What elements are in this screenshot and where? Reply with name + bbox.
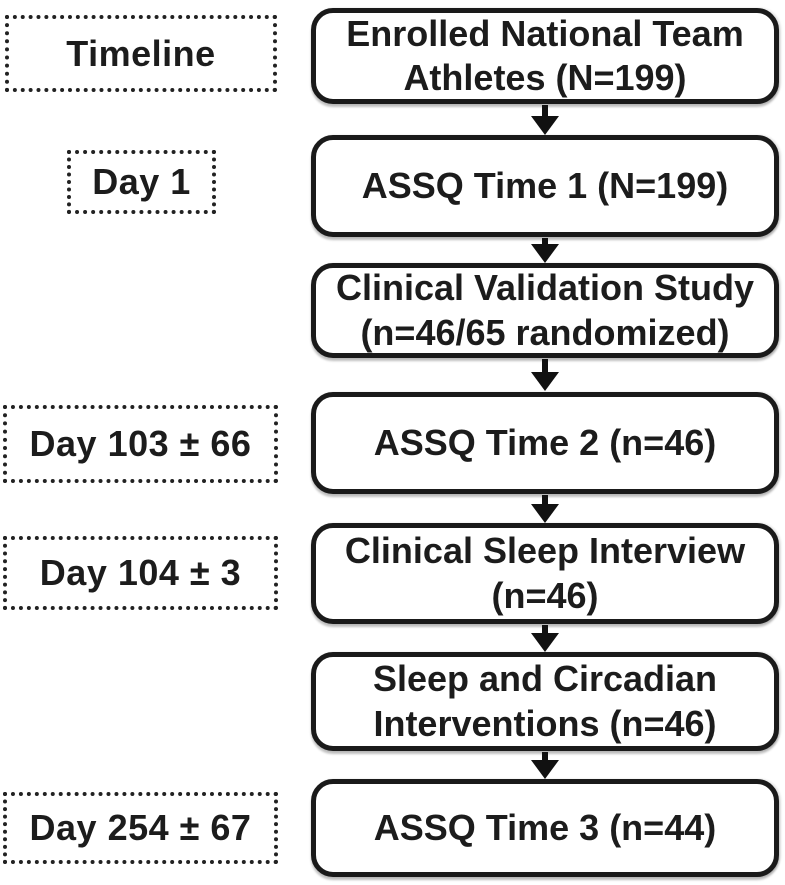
flow-node-enrolled-athletes: Enrolled National Team Athletes (N=199) (311, 8, 779, 104)
down-arrow-icon (531, 238, 559, 263)
timeline-label-day-1: Day 1 (67, 150, 216, 214)
flow-node-text: Sleep and Circadian (372, 658, 718, 700)
timeline-label-timeline: Timeline (5, 15, 277, 92)
down-arrow-icon (531, 495, 559, 523)
timeline-label-day-103: Day 103 ± 66 (3, 405, 278, 483)
flow-node-assq-time-1: ASSQ Time 1 (N=199) (311, 135, 779, 237)
flow-node-text: ASSQ Time 3 (n=44) (373, 806, 717, 848)
flow-node-text: Interventions (n=46) (373, 702, 717, 744)
flow-node-text: Clinical Validation Study (335, 267, 755, 309)
flow-node-text: (n=46/65 randomized) (360, 311, 730, 353)
flow-node-clinical-sleep-interview: Clinical Sleep Interview (n=46) (311, 523, 779, 624)
timeline-label-day-104: Day 104 ± 3 (3, 536, 278, 610)
flow-node-sleep-circadian-interventions: Sleep and Circadian Interventions (n=46) (311, 652, 779, 751)
down-arrow-icon (531, 625, 559, 652)
timeline-label-day-254: Day 254 ± 67 (3, 792, 278, 864)
flow-node-clinical-validation: Clinical Validation Study (n=46/65 rando… (311, 263, 779, 358)
flow-node-text: ASSQ Time 1 (N=199) (361, 164, 729, 206)
flow-node-text: (n=46) (491, 574, 599, 616)
flow-node-text: Athletes (N=199) (403, 57, 687, 98)
down-arrow-icon (531, 105, 559, 135)
flow-node-text: Enrolled National Team (346, 12, 744, 54)
flow-node-text: Clinical Sleep Interview (344, 530, 746, 572)
flow-node-assq-time-2: ASSQ Time 2 (n=46) (311, 392, 779, 494)
down-arrow-icon (531, 752, 559, 779)
flow-node-text: ASSQ Time 2 (n=46) (373, 421, 717, 463)
down-arrow-icon (531, 359, 559, 391)
flow-node-assq-time-3: ASSQ Time 3 (n=44) (311, 779, 779, 877)
